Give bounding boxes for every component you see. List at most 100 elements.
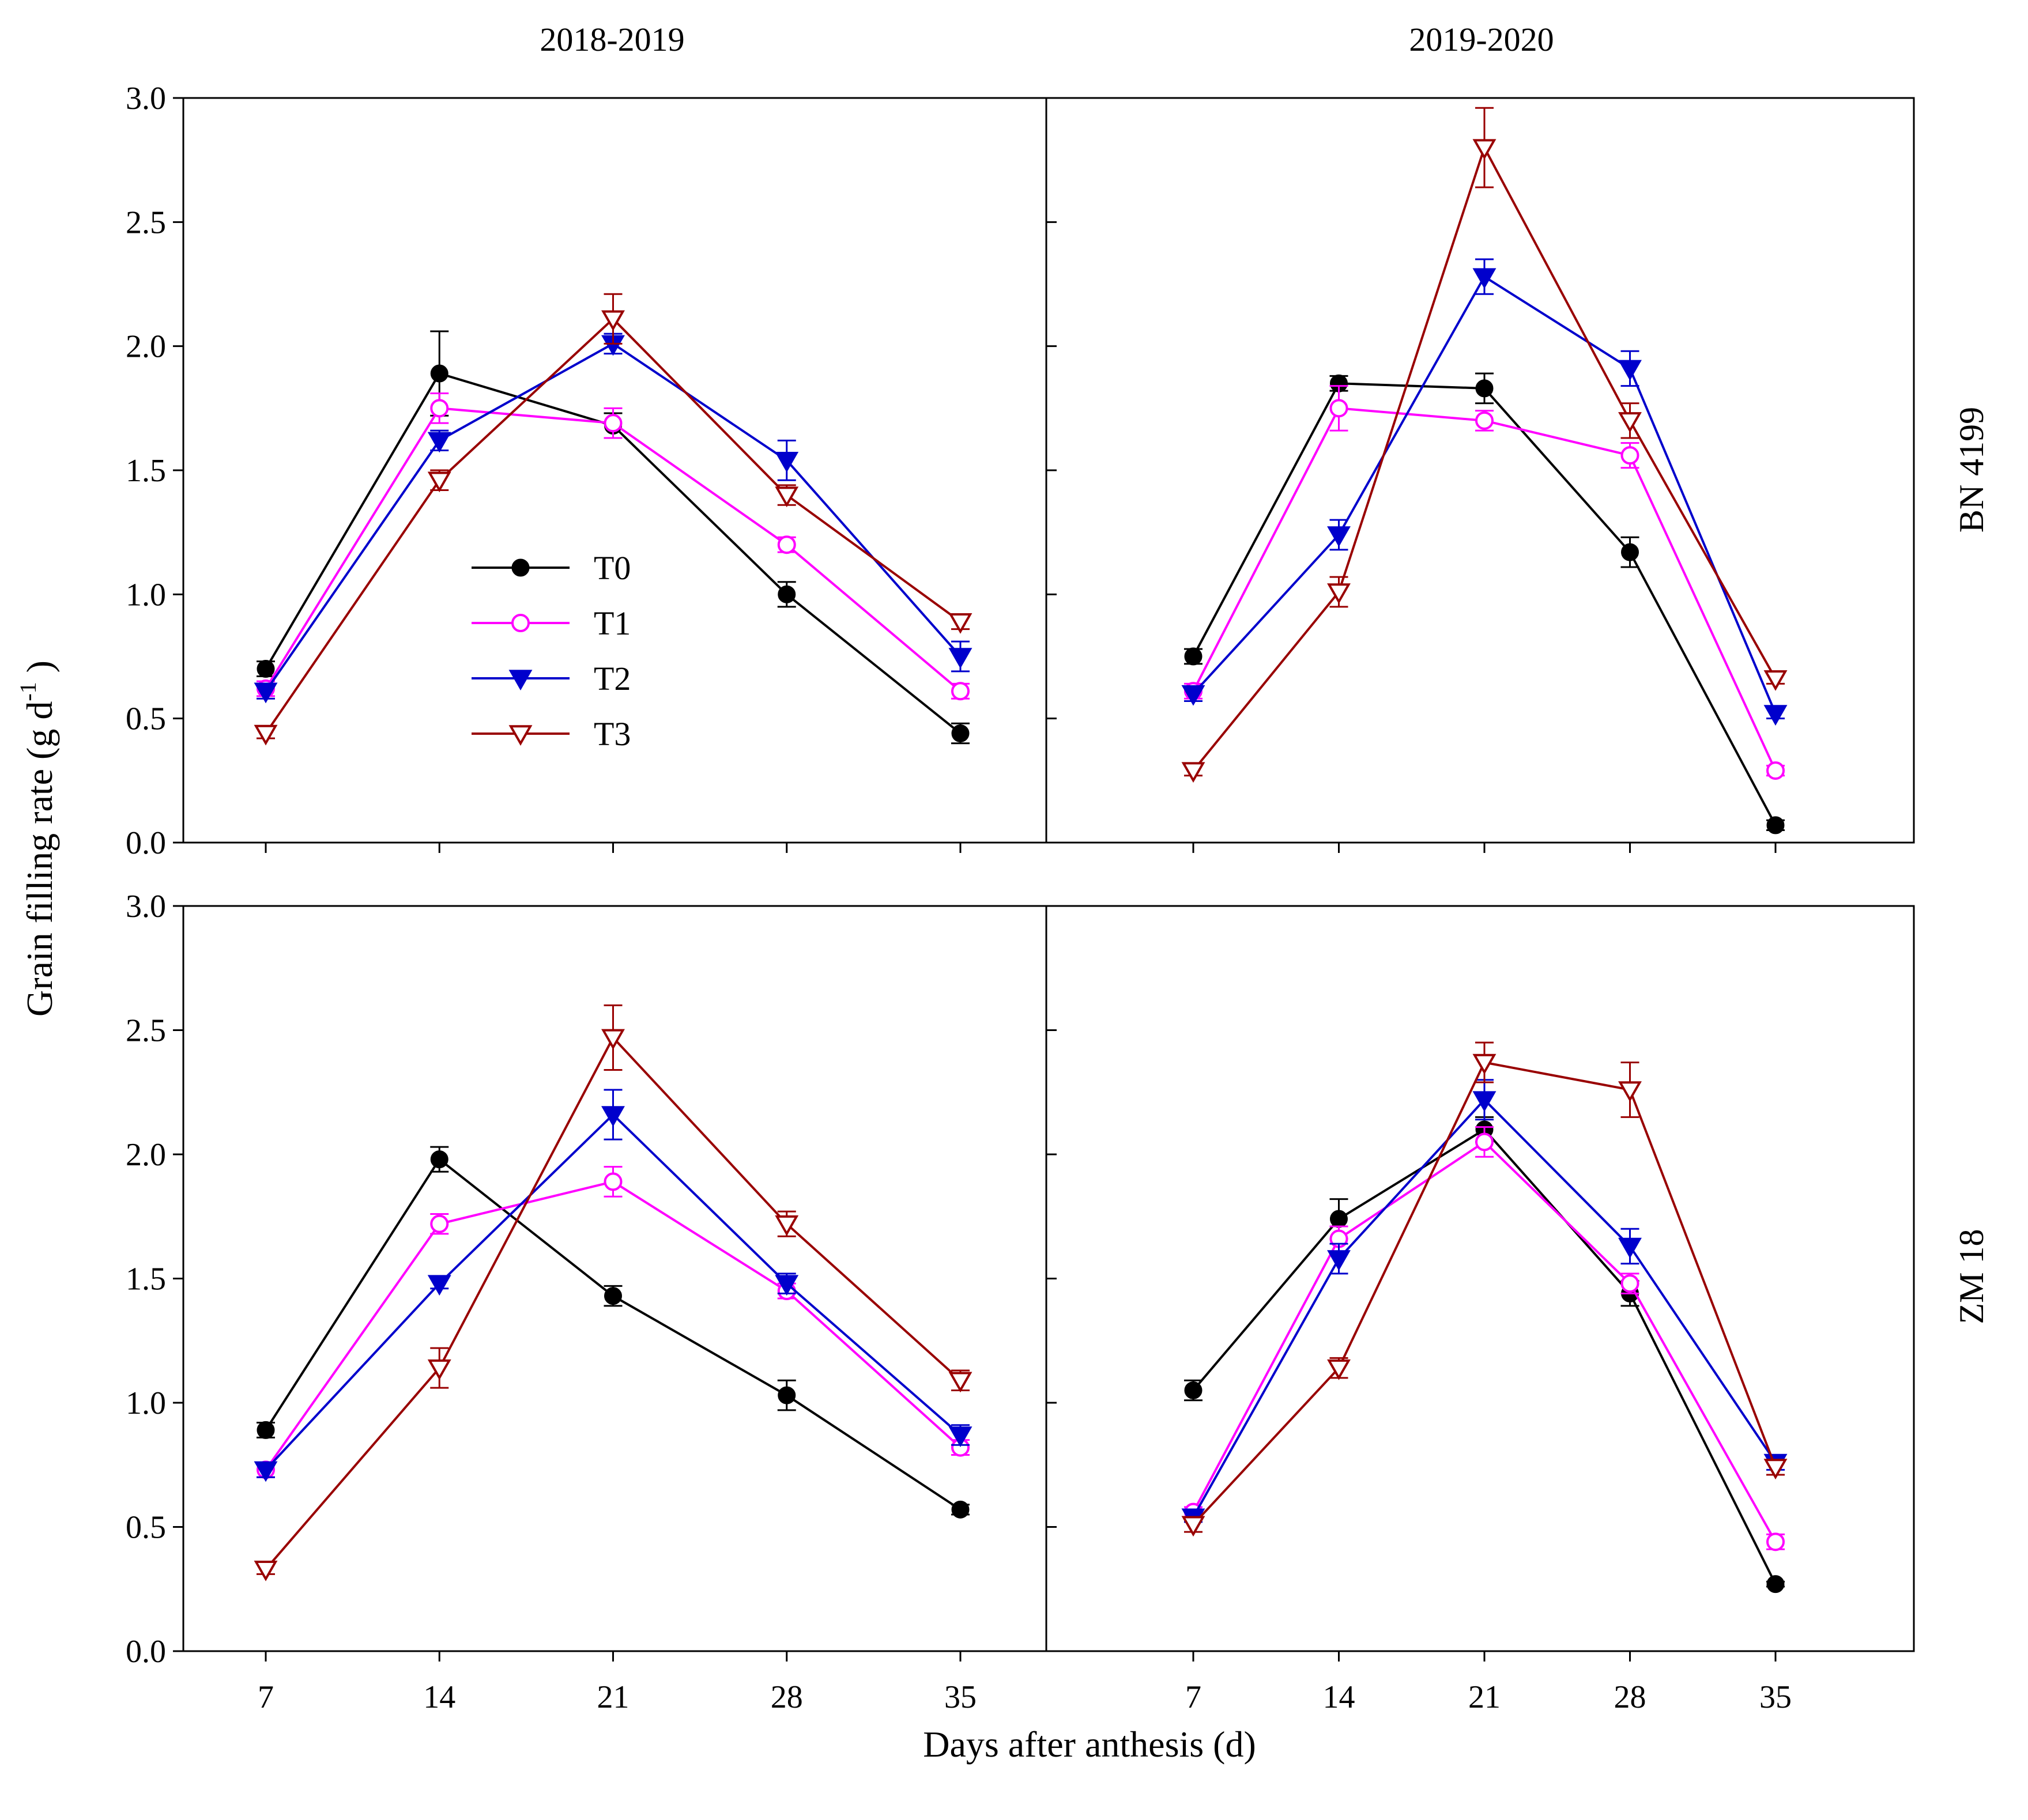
series-line-T2: [1192, 1098, 1777, 1518]
panels-layer: 0.0 0.5 1.0 1.5 2.0 2.5 3.0 0.0 0.5 1.0 1.5 2.0 2.5 3…: [126, 81, 1915, 1715]
data-point-T3: [601, 310, 625, 331]
data-point-T3: [1327, 1359, 1351, 1380]
data-point-T1: [1620, 446, 1639, 465]
data-point-T0: [1184, 1381, 1203, 1399]
series-line-T2: [1192, 275, 1777, 714]
legend-marker-T2: [508, 670, 533, 691]
data-point-T2: [1472, 1091, 1497, 1112]
data-point-T2: [601, 1106, 625, 1127]
data-point-T2: [1763, 705, 1788, 726]
y-tick-label: 2.5: [126, 1013, 166, 1049]
data-point-T3: [948, 1372, 972, 1393]
series-T2: [1181, 258, 1788, 726]
data-point-T2: [775, 1275, 799, 1296]
data-point-T1: [1766, 1532, 1785, 1551]
y-tick-label: 0.5: [126, 1510, 166, 1546]
data-point-T3: [1618, 1081, 1642, 1102]
series-T0: [257, 1146, 970, 1519]
x-tick-label: 14: [423, 1679, 455, 1715]
data-point-T3: [254, 1561, 278, 1581]
data-point-T1: [1766, 761, 1785, 780]
data-point-T0: [1475, 379, 1494, 398]
panel-0-0: 0.0 0.5 1.0 1.5 2.0 2.5 3.0: [126, 81, 1047, 861]
data-point-T0: [604, 1287, 622, 1305]
data-point-T2: [254, 1461, 278, 1482]
data-point-T1: [1475, 1132, 1494, 1151]
series-T2: [254, 333, 972, 704]
data-point-T3: [427, 1359, 451, 1380]
data-point-T1: [604, 1172, 623, 1191]
legend-label-T1: T1: [594, 605, 631, 642]
series-T3: [254, 293, 972, 746]
data-point-T3: [1181, 1516, 1205, 1537]
data-point-T2: [1181, 685, 1205, 706]
data-point-T1: [604, 414, 623, 433]
legend-label-T3: T3: [594, 715, 631, 753]
series-line-T1: [1192, 1140, 1777, 1543]
panel-1-0: 0.0 0.5 1.0 1.5 2.0 2.5 3.0 7 14 21 28 35: [126, 889, 1047, 1715]
column-title-2018-2019: 2018-2019: [540, 21, 684, 58]
data-point-T0: [1766, 1575, 1785, 1594]
y-tick-label: 1.0: [126, 1385, 166, 1421]
series-line-T0: [265, 1157, 962, 1511]
row-label-zm-18: ZM 18: [1952, 1229, 1991, 1324]
data-point-T3: [1327, 583, 1351, 605]
data-point-T0: [430, 1150, 448, 1169]
data-point-T3: [775, 486, 799, 508]
series-line-T0: [1192, 1128, 1777, 1585]
x-tick-label: 7: [258, 1679, 274, 1715]
series-T0: [1184, 372, 1785, 835]
y-tick-label: 0.0: [126, 825, 166, 861]
data-point-T0: [430, 364, 448, 383]
legend-label-T0: T0: [594, 549, 631, 587]
panel-1-1: 7 14 21 28 35: [1045, 905, 1915, 1715]
data-point-T2: [948, 648, 972, 669]
x-tick-label: 21: [1468, 1679, 1501, 1715]
series-line-T1: [1192, 407, 1777, 771]
data-point-T0: [951, 1500, 970, 1519]
y-tick-label: 3.0: [126, 81, 166, 116]
data-point-T0: [1621, 543, 1639, 561]
data-point-T2: [427, 432, 451, 453]
data-point-T0: [1184, 647, 1203, 666]
series-T3: [1181, 107, 1788, 783]
legend-marker-T3: [508, 725, 533, 746]
data-point-T2: [948, 1426, 972, 1448]
x-tick-label: 35: [944, 1679, 977, 1715]
data-point-T0: [1766, 816, 1785, 835]
y-axis-title-main: Grain filling rate (g d: [19, 701, 60, 1017]
labels-layer: 2018-2019 2019-2020 BN 4199 ZM 18 Days a…: [15, 21, 1991, 1765]
y-tick-label: 2.0: [126, 329, 166, 365]
data-point-T1: [430, 399, 449, 418]
data-point-T2: [254, 682, 278, 704]
panel-frame: [182, 905, 1047, 1652]
data-point-T2: [1618, 1237, 1642, 1259]
series-T2: [1181, 1079, 1788, 1530]
data-point-T0: [951, 724, 970, 743]
legend-marker-T1: [511, 614, 530, 632]
series-line-T0: [1192, 382, 1777, 826]
data-point-T3: [254, 724, 278, 746]
panel-0-1: [1045, 97, 1915, 853]
column-title-2019-2020: 2019-2020: [1409, 21, 1554, 58]
row-label-bn-4199: BN 4199: [1952, 407, 1991, 533]
data-point-T1: [430, 1214, 449, 1233]
data-point-T3: [1472, 1054, 1497, 1075]
y-tick-label: 2.0: [126, 1137, 166, 1173]
legend-label-T2: T2: [594, 660, 631, 697]
legend: T0 T1 T2 T3: [472, 549, 631, 753]
data-point-T0: [778, 1386, 796, 1404]
data-point-T2: [1327, 526, 1351, 547]
x-axis-title: Days after anthesis (d): [923, 1724, 1256, 1765]
panel-frame: [1045, 97, 1915, 844]
x-tick-label: 7: [1185, 1679, 1201, 1715]
data-point-T0: [778, 585, 796, 603]
data-point-T1: [1329, 399, 1348, 418]
series-T1: [1184, 1126, 1785, 1551]
data-point-T3: [948, 613, 972, 634]
series-T1: [1184, 385, 1785, 780]
data-point-T3: [1472, 139, 1497, 160]
series-T0: [1184, 1116, 1785, 1594]
data-point-T2: [1618, 360, 1642, 381]
